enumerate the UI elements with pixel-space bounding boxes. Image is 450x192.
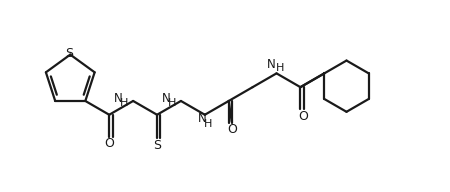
- Text: N: N: [114, 93, 122, 105]
- Text: S: S: [65, 47, 73, 60]
- Text: H: H: [203, 119, 212, 129]
- Text: H: H: [276, 63, 285, 73]
- Text: H: H: [168, 98, 176, 108]
- Text: O: O: [228, 123, 238, 137]
- Text: S: S: [153, 139, 161, 152]
- Text: O: O: [298, 110, 308, 123]
- Text: O: O: [104, 137, 114, 150]
- Text: N: N: [162, 93, 171, 105]
- Text: H: H: [120, 98, 128, 108]
- Text: N: N: [198, 112, 206, 125]
- Text: N: N: [267, 58, 276, 71]
